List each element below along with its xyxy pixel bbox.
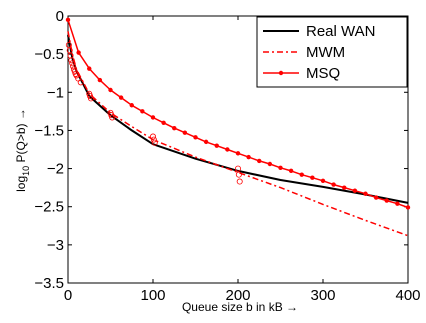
y-tick-label: −2.5: [34, 199, 64, 216]
series-marker-points: [151, 139, 158, 146]
series-marker-points: [73, 72, 80, 79]
series-marker-msq: [257, 158, 262, 164]
series-marker-msq: [342, 185, 347, 190]
series-marker-points: [77, 79, 84, 86]
series-marker-msq: [235, 151, 241, 156]
series-marker-msq: [395, 201, 400, 206]
y-tick-label: −2: [47, 161, 64, 178]
series-marker-msq: [267, 161, 273, 167]
series-marker-msq: [331, 182, 336, 187]
series-line-mwm: [67, 31, 409, 237]
x-tick-label: 100: [140, 287, 165, 304]
series-marker-points: [109, 114, 116, 121]
series-marker-msq: [310, 175, 315, 180]
y-tick-label: −0.5: [34, 46, 64, 63]
series-marker-points: [150, 136, 157, 143]
y-axis-title-subscript: 10: [21, 166, 31, 176]
series-marker-msq: [299, 172, 304, 177]
series-marker-msq: [97, 77, 103, 83]
y-axis-title: log10 P(Q>b) →: [14, 108, 31, 192]
y-tick-label: −3: [47, 237, 64, 254]
series-marker-msq: [352, 188, 358, 193]
legend: Real WAN MWM MSQ: [256, 16, 408, 88]
series-marker-msq: [108, 87, 113, 93]
series-marker-points: [149, 133, 156, 140]
y-tick-label: 0: [56, 8, 64, 25]
series-marker-points: [70, 63, 77, 70]
legend-marker-msq: [278, 70, 284, 76]
series-marker-points: [235, 171, 242, 178]
series-marker-msq: [384, 198, 389, 203]
series-marker-msq: [320, 178, 326, 183]
legend-label-msq: MSQ: [306, 65, 340, 82]
axis-tick-labels: 0 100 200 300 400 0 −0.5 −1 −1.5 −2 −2.5 −3 −3.5: [34, 8, 420, 304]
legend-label-real-wan: Real WAN: [306, 23, 375, 40]
series-marker-points: [67, 52, 74, 59]
y-tick-label: −1.5: [34, 122, 64, 139]
series-marker-msq: [140, 109, 145, 114]
x-tick-label: 400: [395, 287, 420, 304]
series-marker-msq: [129, 103, 134, 108]
series-marker-msq: [214, 143, 219, 148]
x-tick-label: 200: [225, 287, 250, 304]
series-marker-msq: [278, 165, 283, 171]
series-marker-msq: [405, 205, 411, 210]
y-axis-title-rest: P(Q>b) →: [14, 108, 28, 166]
series-marker-points: [234, 165, 241, 172]
series-marker-points: [87, 95, 94, 102]
series-marker-msq: [225, 147, 230, 152]
series-marker-msq: [76, 50, 81, 55]
y-axis-title-log: log: [14, 176, 28, 192]
y-tick-label: −1: [47, 84, 64, 101]
series-markers: [65, 17, 411, 210]
series-marker-msq: [193, 135, 198, 140]
series-marker-points: [236, 178, 243, 185]
x-tick-label: 0: [64, 287, 72, 304]
series-marker-msq: [118, 95, 124, 100]
series-marker-msq: [172, 125, 177, 131]
series-marker-msq: [182, 130, 188, 135]
series-marker-msq: [373, 195, 379, 200]
series-marker-msq: [363, 191, 368, 196]
series-marker-msq: [203, 139, 209, 145]
series-marker-msq: [288, 168, 294, 174]
series-marker-msq: [87, 66, 92, 71]
series-marker-msq: [150, 115, 156, 120]
y-tick-label: −3.5: [34, 275, 64, 292]
series-marker-points: [69, 60, 76, 67]
x-axis-title: Queue size b in kB →: [182, 300, 298, 314]
x-tick-label: 300: [310, 287, 335, 304]
legend-label-mwm: MWM: [306, 44, 345, 61]
series-marker-msq: [161, 120, 166, 126]
series-marker-msq: [246, 154, 251, 160]
series-marker-msq: [65, 17, 71, 23]
series-marker-points: [68, 57, 75, 64]
series-marker-points: [72, 70, 79, 77]
